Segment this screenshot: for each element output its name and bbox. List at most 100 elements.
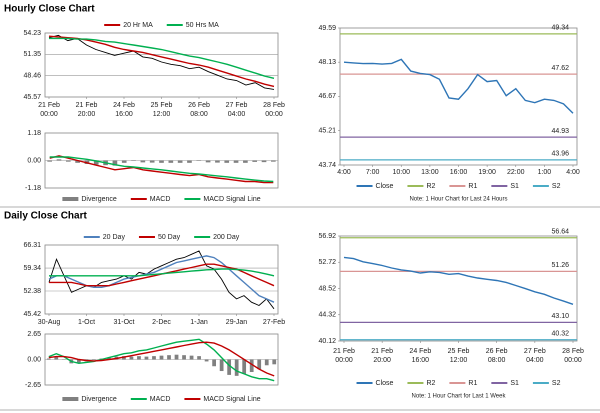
legend-label: 20 Day [103, 234, 126, 241]
x-tick-label: 21 Feb [371, 348, 393, 355]
x-tick-label: 25 Feb [448, 348, 470, 355]
legend-label: Close [376, 380, 394, 387]
divergence-bar [264, 359, 269, 366]
legend-label: S1 [510, 183, 519, 190]
y-tick-label: 52.72 [318, 259, 336, 266]
y-tick-label: 45.21 [318, 127, 336, 134]
y-tick-label: 48.46 [23, 72, 41, 79]
y-tick-label: 0.00 [27, 157, 41, 164]
x-tick-label: 21 Feb [38, 102, 60, 109]
x-tick-label: 00:00 [40, 111, 58, 118]
x-tick-label: 24 Feb [113, 102, 135, 109]
pivot-label: 56.64 [551, 229, 569, 236]
y-tick-label: -2.65 [25, 382, 41, 389]
x-tick-label: 4:00 [566, 169, 580, 176]
y-tick-label: 56.92 [318, 233, 336, 240]
x-tick-label: 12:00 [450, 357, 468, 364]
divergence-bar [159, 160, 164, 163]
pivot-label: 44.93 [551, 128, 569, 135]
divergence-bar [242, 359, 247, 374]
legend-label: Close [376, 183, 394, 190]
x-tick-label: 30-Aug [38, 319, 61, 326]
y-tick-label: 48.52 [318, 285, 336, 292]
legend-label: Divergence [81, 396, 117, 403]
divergence-bar [46, 358, 51, 360]
x-tick-label: 27 Feb [524, 348, 546, 355]
divergence-bar [167, 355, 171, 360]
divergence-bar [54, 356, 59, 360]
divergence-bar [107, 357, 111, 360]
x-tick-label: 13:00 [421, 169, 439, 176]
x-tick-label: 08:00 [488, 357, 506, 364]
divergence-bar [234, 359, 239, 376]
divergence-bar [252, 160, 258, 162]
pivot-label: 51.26 [551, 262, 569, 269]
divergence-bar [187, 160, 192, 163]
divergence-bar [219, 359, 224, 372]
legend-label: S2 [552, 380, 561, 387]
legend-label: R1 [468, 380, 477, 387]
y-tick-label: 54.23 [23, 30, 41, 37]
x-tick-label: 25 Feb [151, 102, 173, 109]
x-tick-label: 04:00 [228, 111, 246, 118]
divergence-bar [174, 354, 179, 360]
divergence-bar [224, 160, 230, 163]
legend-label: 20 Hr MA [123, 22, 153, 29]
divergence-bar [177, 160, 183, 163]
divergence-bar [227, 359, 232, 375]
y-tick-label: 2.65 [27, 331, 41, 338]
y-tick-label: 59.34 [23, 265, 41, 272]
legend-label: R2 [426, 183, 435, 190]
x-tick-label: 27-Feb [263, 319, 285, 326]
x-tick-label: 1:00 [538, 169, 552, 176]
y-tick-label: 45.57 [23, 94, 41, 101]
y-tick-label: 49.59 [318, 25, 336, 32]
divergence-bar [140, 160, 146, 163]
section-title: Daily Close Chart [4, 211, 87, 222]
legend-label: MACD Signal Line [203, 196, 260, 203]
series-line [48, 35, 275, 88]
divergence-bar [271, 160, 276, 162]
x-tick-label: 12:00 [153, 111, 171, 118]
divergence-bar [249, 359, 254, 373]
divergence-bar [257, 359, 262, 370]
divergence-bar [112, 160, 118, 166]
divergence-bar [129, 356, 134, 360]
x-tick-label: 26 Feb [486, 348, 508, 355]
y-tick-label: 46.67 [318, 93, 336, 100]
divergence-bar [93, 160, 99, 165]
legend-label: MACD [150, 196, 171, 203]
divergence-bar [205, 160, 211, 163]
divergence-bar [182, 355, 186, 360]
y-tick-label: 40.12 [318, 338, 336, 345]
divergence-bar [56, 159, 62, 161]
x-tick-label: 21 Feb [76, 102, 98, 109]
x-tick-label: 24 Feb [409, 348, 431, 355]
pivot-label: 43.96 [551, 151, 569, 158]
divergence-bar [65, 160, 71, 162]
x-tick-label: 28 Feb [263, 102, 285, 109]
y-tick-label: 1.18 [27, 130, 41, 137]
series-line [49, 37, 275, 79]
pivot-label: 40.32 [551, 331, 569, 338]
plot-area [339, 235, 578, 342]
legend-label: R2 [426, 380, 435, 387]
divergence-bar [233, 160, 239, 163]
x-tick-label: 10:00 [392, 169, 410, 176]
x-tick-label: 16:00 [450, 169, 468, 176]
y-tick-label: 43.74 [318, 162, 336, 169]
series-line [48, 341, 275, 377]
legend-label: 50 Day [158, 234, 181, 241]
y-tick-label: 52.38 [23, 288, 41, 295]
series-line [343, 58, 574, 114]
y-tick-label: 0.00 [27, 356, 41, 363]
x-tick-label: 16:00 [412, 357, 430, 364]
series-line [343, 256, 574, 305]
series-line [49, 156, 274, 183]
x-tick-label: 27 Feb [226, 102, 248, 109]
divergence-bar [149, 160, 155, 163]
y-tick-label: 45.42 [23, 311, 41, 318]
divergence-bar [144, 356, 149, 360]
x-tick-label: 22:00 [507, 169, 525, 176]
